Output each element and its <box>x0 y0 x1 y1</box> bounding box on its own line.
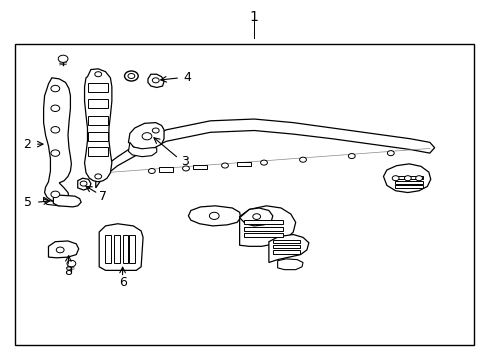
Circle shape <box>58 55 68 62</box>
Bar <box>193 165 206 169</box>
Circle shape <box>152 78 159 83</box>
Polygon shape <box>277 259 303 270</box>
Text: 5: 5 <box>23 196 31 209</box>
Bar <box>88 99 108 108</box>
Circle shape <box>128 73 135 78</box>
Text: 4: 4 <box>183 71 190 84</box>
Bar <box>15 44 473 345</box>
Bar <box>272 245 299 248</box>
Bar <box>88 132 108 140</box>
Polygon shape <box>53 195 81 207</box>
Polygon shape <box>268 234 308 262</box>
Polygon shape <box>148 74 163 87</box>
Circle shape <box>152 128 159 133</box>
Polygon shape <box>239 208 272 226</box>
Polygon shape <box>128 142 157 157</box>
Circle shape <box>404 176 410 181</box>
Circle shape <box>67 260 76 267</box>
Text: 7: 7 <box>99 190 107 203</box>
Circle shape <box>51 105 60 112</box>
Polygon shape <box>84 69 112 182</box>
Circle shape <box>51 191 60 198</box>
Text: 8: 8 <box>64 265 72 278</box>
Circle shape <box>142 133 152 140</box>
Bar <box>237 162 250 166</box>
Circle shape <box>260 160 267 165</box>
Circle shape <box>182 166 189 171</box>
Bar <box>88 83 108 92</box>
Circle shape <box>299 157 306 162</box>
Circle shape <box>391 176 398 181</box>
Bar <box>394 185 422 188</box>
Bar <box>272 250 299 253</box>
Bar <box>88 116 108 125</box>
Bar <box>105 234 111 263</box>
Circle shape <box>51 150 60 156</box>
Polygon shape <box>48 241 79 258</box>
Polygon shape <box>383 164 430 193</box>
Circle shape <box>124 71 138 81</box>
Circle shape <box>56 247 64 253</box>
Polygon shape <box>99 224 143 270</box>
Circle shape <box>221 163 228 168</box>
Circle shape <box>209 212 219 220</box>
Bar <box>244 220 282 225</box>
Circle shape <box>51 85 60 92</box>
Bar <box>394 176 422 179</box>
Circle shape <box>148 168 155 174</box>
Bar <box>244 226 282 231</box>
Text: 6: 6 <box>119 276 126 289</box>
Circle shape <box>80 181 87 186</box>
Bar <box>244 233 282 237</box>
Polygon shape <box>188 206 240 226</box>
Bar <box>114 234 120 263</box>
Bar <box>88 147 108 156</box>
Polygon shape <box>43 78 71 202</box>
Circle shape <box>252 214 260 220</box>
Bar <box>159 167 172 172</box>
Circle shape <box>386 150 393 156</box>
Polygon shape <box>78 178 91 190</box>
Bar <box>122 234 128 263</box>
Circle shape <box>95 72 102 77</box>
Polygon shape <box>96 119 434 188</box>
Bar <box>272 239 299 243</box>
Circle shape <box>415 176 422 181</box>
Polygon shape <box>43 197 71 206</box>
Bar <box>129 234 135 263</box>
Circle shape <box>51 127 60 133</box>
Text: 1: 1 <box>249 10 258 24</box>
Circle shape <box>95 174 102 179</box>
Bar <box>394 181 422 184</box>
Polygon shape <box>239 206 295 246</box>
Text: 2: 2 <box>23 138 31 150</box>
Circle shape <box>347 154 354 158</box>
Polygon shape <box>128 123 163 149</box>
Text: 3: 3 <box>181 155 188 168</box>
